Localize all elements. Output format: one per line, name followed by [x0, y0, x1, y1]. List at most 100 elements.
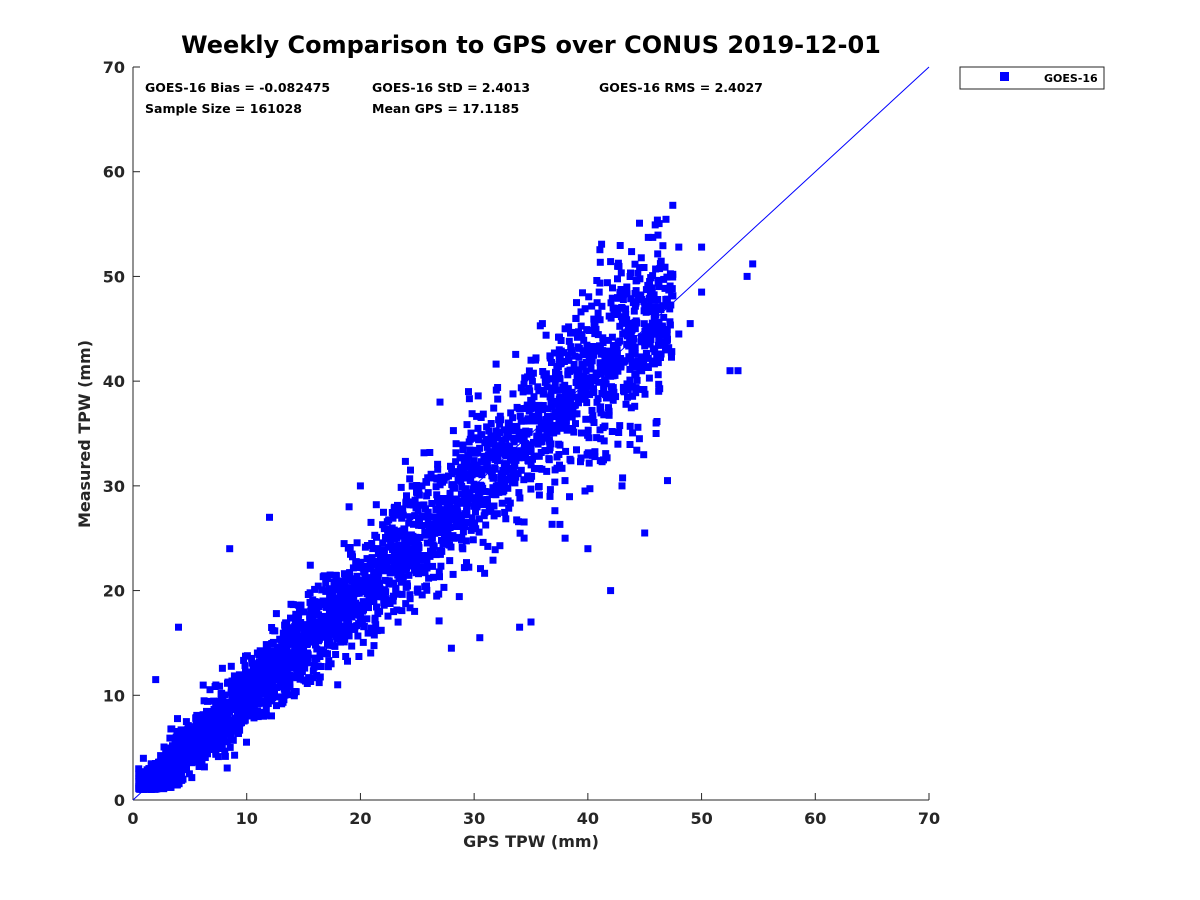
data-point [616, 322, 624, 330]
data-point [524, 416, 532, 424]
data-point [406, 513, 414, 521]
data-point [185, 770, 193, 778]
data-point [634, 357, 642, 365]
data-point [659, 302, 667, 310]
data-point [339, 579, 347, 587]
data-point [614, 275, 621, 283]
data-point [399, 527, 407, 535]
data-point [636, 361, 644, 368]
data-point [423, 492, 431, 500]
data-point [204, 750, 211, 758]
data-point [439, 478, 446, 486]
data-point [300, 608, 308, 616]
data-point [327, 660, 335, 668]
data-point [586, 485, 594, 493]
data-point [449, 570, 457, 578]
data-point [242, 712, 250, 720]
data-point [377, 567, 385, 574]
data-point [446, 557, 454, 565]
data-point [387, 557, 395, 565]
data-point [609, 396, 617, 404]
data-point [248, 659, 256, 667]
data-point [341, 583, 349, 591]
data-point [557, 421, 565, 429]
data-point [379, 555, 386, 563]
data-point [626, 273, 634, 280]
data-point [232, 700, 240, 708]
data-point [222, 715, 230, 723]
data-point [436, 573, 443, 581]
data-point [565, 337, 573, 345]
data-point [167, 725, 175, 733]
data-point [253, 690, 261, 697]
data-point [338, 624, 346, 632]
data-point [256, 647, 264, 655]
data-point [541, 423, 549, 431]
data-point [223, 764, 231, 772]
data-point [196, 759, 204, 767]
data-point [367, 574, 375, 582]
data-point [628, 382, 636, 390]
y-tick-label: 70 [103, 58, 125, 77]
data-point [602, 380, 610, 388]
data-point [188, 759, 196, 767]
data-point [541, 447, 549, 455]
data-point [653, 216, 661, 224]
data-point [374, 550, 382, 558]
data-point [483, 423, 491, 431]
data-point [616, 422, 624, 430]
data-point [528, 399, 536, 407]
data-point [629, 299, 637, 307]
data-point [280, 696, 288, 704]
data-point [353, 563, 361, 571]
data-point [567, 343, 575, 351]
data-point [423, 478, 431, 486]
data-point [243, 738, 250, 746]
data-point [596, 258, 604, 266]
data-point [631, 350, 639, 358]
data-point [379, 521, 387, 529]
data-point [568, 348, 576, 356]
data-point [280, 632, 288, 640]
data-point [581, 487, 589, 495]
data-point [273, 648, 281, 655]
data-point [166, 734, 174, 742]
data-point [515, 447, 522, 455]
data-point [322, 630, 330, 638]
data-point [369, 591, 376, 599]
data-point [199, 711, 207, 719]
data-point [280, 680, 288, 688]
y-tick-label: 50 [103, 267, 125, 286]
data-point [528, 377, 536, 385]
data-point [387, 542, 395, 549]
data-point [527, 461, 535, 469]
data-point [296, 608, 303, 616]
data-point [230, 672, 238, 680]
data-point [630, 359, 638, 367]
data-point [603, 454, 611, 462]
data-point [454, 523, 462, 530]
data-point [516, 529, 524, 537]
data-point [634, 423, 642, 431]
data-point [218, 664, 226, 672]
data-point [397, 483, 405, 491]
data-point [362, 598, 369, 606]
data-point [623, 290, 631, 298]
data-point [406, 591, 414, 599]
data-point [633, 276, 641, 284]
data-point [644, 233, 652, 241]
data-point [211, 716, 219, 724]
data-point [484, 500, 491, 507]
data-point [623, 380, 631, 388]
data-point [475, 436, 483, 444]
data-point [293, 630, 301, 638]
data-point [368, 554, 376, 562]
data-point [434, 460, 442, 468]
data-point [460, 458, 468, 466]
data-point [486, 488, 494, 496]
data-point [668, 292, 676, 300]
data-point [496, 542, 504, 550]
data-point [527, 485, 535, 493]
data-point [584, 426, 592, 434]
data-point [548, 403, 555, 410]
